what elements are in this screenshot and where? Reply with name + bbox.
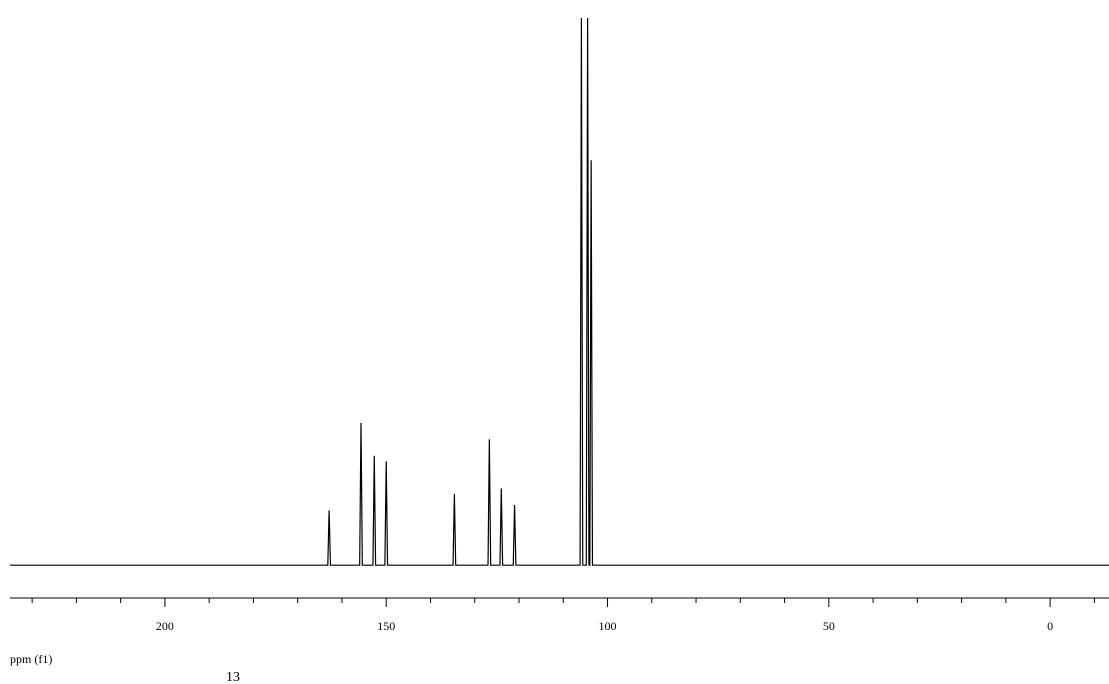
x-tick-label: 50 bbox=[823, 619, 835, 633]
x-tick-label: 100 bbox=[599, 619, 617, 633]
x-tick-label: 150 bbox=[377, 619, 395, 633]
x-tick-label: 0 bbox=[1047, 619, 1053, 633]
x-tick-label: 200 bbox=[156, 619, 174, 633]
caption: 13 bbox=[226, 670, 240, 684]
spectrum-line bbox=[10, 17, 1109, 566]
x-axis-label: ppm (f1) bbox=[10, 652, 52, 666]
